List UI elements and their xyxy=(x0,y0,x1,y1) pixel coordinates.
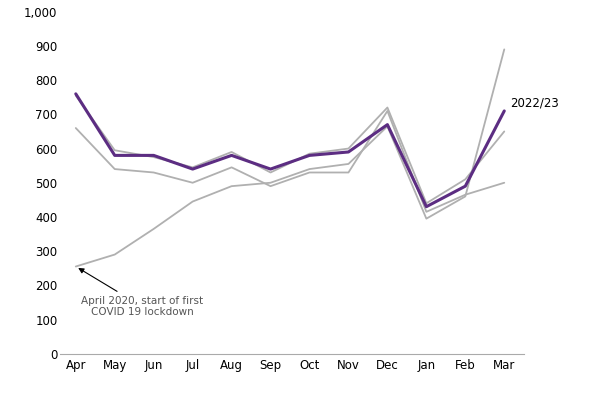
Text: April 2020, start of first
COVID 19 lockdown: April 2020, start of first COVID 19 lock… xyxy=(79,268,203,317)
Text: 2022/23: 2022/23 xyxy=(510,96,559,109)
